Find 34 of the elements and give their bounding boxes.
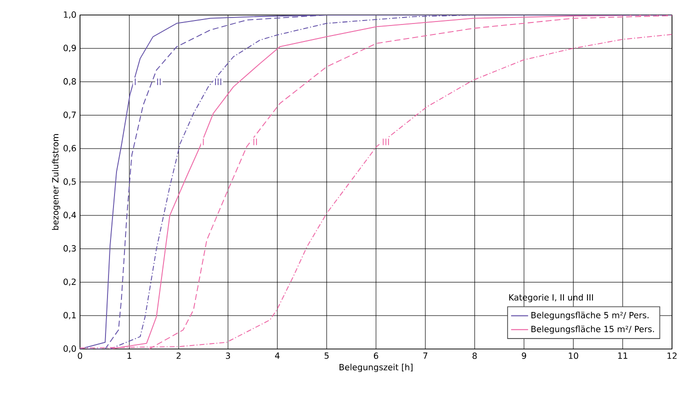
x-tick-label: 12 — [668, 352, 677, 359]
annotation: I — [134, 78, 136, 86]
y-tick-label: 0,1 — [64, 312, 76, 320]
y-tick-label: 1,0 — [64, 11, 76, 19]
annotation: III — [215, 78, 222, 86]
annotation: I — [202, 138, 204, 146]
x-tick-label: 8 — [472, 352, 477, 359]
y-axis-title: bezogener Zuluftstrom — [52, 134, 60, 230]
legend-label: Belegungsfläche 5 m²/ Pers. — [531, 312, 648, 320]
x-tick-label: 7 — [423, 352, 428, 359]
annotation: II — [253, 138, 257, 146]
y-tick-label: 0,0 — [64, 345, 76, 353]
y-tick-label: 0,5 — [64, 178, 76, 186]
annotation: III — [382, 138, 389, 146]
x-tick-label: 5 — [324, 352, 329, 359]
x-tick-label: 3 — [226, 352, 230, 359]
y-tick-label: 0,7 — [64, 112, 76, 119]
x-tick-label: 4 — [275, 352, 280, 359]
x-tick-label: 9 — [522, 352, 526, 359]
x-axis-title: Belegungszeit [h] — [340, 364, 413, 372]
annotation: II — [157, 78, 161, 86]
y-tick-label: 0,4 — [64, 212, 76, 220]
y-tick-label: 0,8 — [64, 78, 76, 86]
x-tick-label: 6 — [374, 352, 378, 359]
x-tick-label: 0 — [78, 352, 82, 359]
y-tick-label: 0,6 — [64, 144, 76, 152]
x-tick-label: 10 — [568, 352, 578, 359]
y-tick-label: 0,3 — [64, 245, 76, 252]
x-tick-label: 2 — [176, 352, 181, 359]
x-tick-label: 11 — [618, 352, 628, 359]
legend-label: Belegungsfläche 15 m²/ Pers. — [531, 326, 654, 334]
x-tick-label: 1 — [128, 352, 132, 359]
y-tick-label: 0,2 — [64, 278, 76, 286]
y-tick-label: 0,9 — [64, 44, 76, 52]
